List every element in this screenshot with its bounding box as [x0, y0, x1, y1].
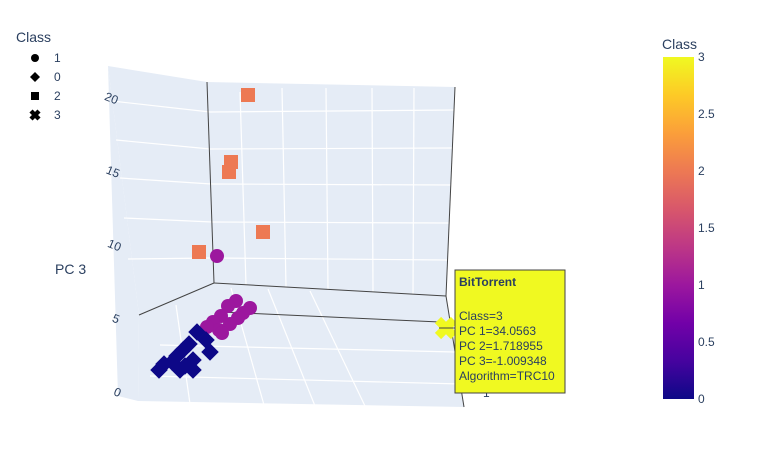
z-axis-title: PC 3 — [55, 261, 86, 277]
hover-tooltip-box — [454, 269, 566, 394]
grid-line — [210, 183, 452, 186]
legend-symbol-circle — [31, 54, 39, 62]
z-axis-tick-label: 5 — [110, 311, 122, 327]
data-point-class-1[interactable] — [221, 299, 235, 313]
left-wall-pane — [108, 66, 139, 401]
legend-symbol-x — [29, 109, 41, 121]
colorbar-tick-label: 1 — [698, 278, 705, 292]
grid-line — [267, 288, 316, 407]
grid-line — [209, 147, 453, 150]
hover-tooltip-line: Algorithm=TRC10 — [459, 369, 555, 383]
grid-line — [115, 139, 211, 150]
legend-item-label: 3 — [54, 108, 61, 122]
axis-line — [206, 81, 215, 284]
legend-item-1[interactable]: 1 — [31, 51, 61, 65]
colorbar-tick-label: 3 — [698, 50, 705, 64]
grid-line — [149, 375, 462, 385]
grid-line — [239, 91, 247, 286]
data-point-class-0[interactable] — [171, 361, 189, 379]
legend-item-label: 0 — [54, 70, 61, 84]
legend[interactable]: Class 1 0 2 3 — [16, 29, 61, 122]
legend-title: Class — [16, 29, 51, 45]
axis-line — [138, 282, 215, 316]
legend-symbol-square — [31, 92, 39, 100]
colorbar-tick-label: 2 — [698, 164, 705, 178]
legend-item-0[interactable]: 0 — [30, 70, 61, 84]
z-axis-tick-label: 20 — [103, 89, 121, 107]
colorbar-tick-label: 0 — [698, 392, 705, 406]
colorbar-tick-label: 2.5 — [698, 107, 715, 121]
grid-line — [309, 290, 366, 407]
colorbar-tick-label: 0.5 — [698, 335, 715, 349]
z-axis-tick-label: 10 — [106, 236, 124, 254]
legend-symbol-diamond — [30, 72, 40, 82]
legend-item-2[interactable]: 2 — [31, 89, 61, 103]
colorbar-gradient — [663, 57, 694, 399]
axis-line — [213, 282, 447, 297]
legend-item-label: 2 — [54, 89, 61, 103]
data-point-class-0[interactable] — [150, 361, 168, 379]
data-point-class-2[interactable] — [241, 88, 255, 102]
colorbar-tick-label: 1.5 — [698, 221, 715, 235]
hover-tooltip-title: BitTorrent — [459, 275, 516, 289]
data-point-class-2[interactable] — [192, 245, 206, 259]
legend-items[interactable]: 1 0 2 3 — [29, 51, 61, 122]
grid-line — [111, 100, 211, 113]
z-axis-tick-label: 0 — [112, 385, 124, 401]
legend-item-3[interactable]: 3 — [29, 108, 61, 122]
grid-line — [281, 87, 287, 288]
z-axis-tick-label: 15 — [104, 163, 122, 181]
hover-tooltip-line: PC 1=34.0563 — [459, 324, 536, 338]
grid-line — [212, 257, 448, 261]
grid-line — [371, 87, 374, 293]
hover-tooltip-line: Class=3 — [459, 309, 503, 323]
grid-line — [211, 221, 450, 224]
colorbar-title: Class — [662, 36, 697, 52]
data-point-class-1[interactable] — [223, 317, 237, 331]
data-point-class-0[interactable] — [201, 343, 219, 361]
data-point-class-1[interactable] — [215, 326, 229, 340]
hover-tooltip-line: PC 3=-1.009348 — [459, 354, 547, 368]
axis-line — [219, 311, 441, 323]
grid-line — [123, 217, 213, 223]
hover-tooltip-line: PC 2=1.718955 — [459, 339, 543, 353]
z-axis-ticks: 0 5 10 15 20 — [103, 89, 124, 400]
grid-line — [412, 87, 415, 295]
right-wall-pane — [207, 82, 455, 296]
points-layer[interactable] — [150, 88, 458, 379]
grid-line — [325, 87, 329, 291]
back-wall-pane — [108, 66, 214, 315]
legend-item-label: 1 — [54, 51, 61, 65]
data-point-class-0[interactable] — [184, 361, 202, 379]
data-point-class-2[interactable] — [222, 165, 236, 179]
colorbar: Class 0 0.5 1 1.5 2 2.5 3 — [662, 36, 715, 406]
data-point-class-1[interactable] — [210, 249, 224, 263]
colorbar-ticks: 0 0.5 1 1.5 2 2.5 3 — [698, 50, 715, 406]
grid-line — [119, 177, 212, 185]
axis-line — [445, 86, 456, 297]
data-point-class-2[interactable] — [256, 225, 270, 239]
